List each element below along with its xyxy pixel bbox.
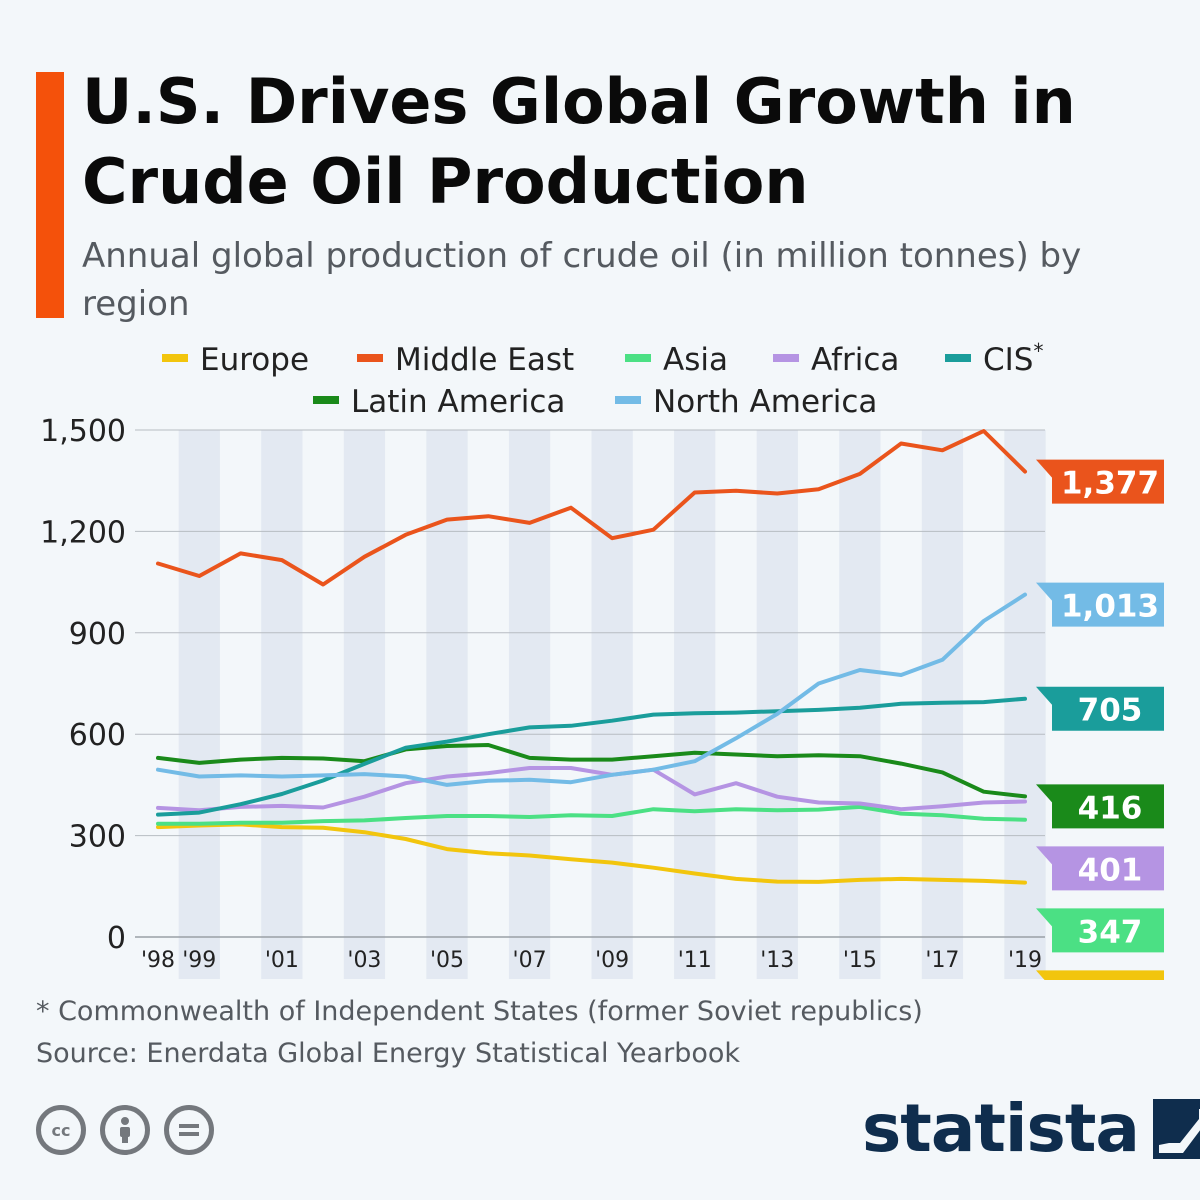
- person-icon[interactable]: [100, 1105, 150, 1155]
- x-tick-label: '09: [595, 948, 629, 973]
- legend-label: Latin America: [351, 384, 565, 420]
- end-label-tag: [1036, 908, 1164, 953]
- accent-bar: [36, 72, 64, 318]
- end-label-value: 401: [1078, 852, 1143, 888]
- year-band-2001: [261, 430, 303, 979]
- chart-subtitle: Annual global production of crude oil (i…: [82, 236, 1082, 324]
- end-value-labels: 1,377 1,013 705 416 401 347 161: [1036, 459, 1164, 980]
- end-label-tag: [1036, 582, 1164, 627]
- license-icons: cc: [36, 1105, 214, 1155]
- y-tick-label: 0: [107, 921, 126, 956]
- end-label-tag: [1036, 846, 1164, 891]
- series-lines: [156, 429, 1027, 885]
- year-band-2019: [1004, 430, 1046, 979]
- legend-swatch: [773, 354, 799, 362]
- legend-swatch: [357, 354, 383, 362]
- x-tick-label: '17: [925, 948, 959, 973]
- x-tick-label: '13: [760, 948, 794, 973]
- y-tick-label: 1,200: [40, 515, 126, 550]
- legend-label: Middle East: [395, 342, 574, 378]
- grid-lines: [135, 429, 1045, 938]
- svg-text:cc: cc: [52, 1121, 71, 1140]
- legend-swatch: [313, 396, 339, 404]
- series-line-europe: [156, 822, 1027, 885]
- x-tick-label: '05: [430, 948, 464, 973]
- x-tick-label: '01: [265, 948, 299, 973]
- statista-mark-icon: [1152, 1098, 1200, 1159]
- series-line-north-america: [156, 592, 1027, 787]
- x-tick-label: '99: [182, 948, 216, 973]
- legend-label: CIS*: [983, 339, 1043, 378]
- legend-label: Asia: [663, 342, 728, 378]
- alternating-year-bands: [178, 430, 1046, 979]
- year-band-2011: [674, 430, 716, 979]
- end-label-value: 1,377: [1061, 466, 1159, 502]
- end-label-tag: [1036, 459, 1164, 504]
- page-title: U.S. Drives Global Growth in Crude Oil P…: [82, 65, 1076, 218]
- x-tick-label: '07: [513, 948, 547, 973]
- equals-icon[interactable]: [164, 1105, 214, 1155]
- x-axis: '98 '99 '01 '03 '05 '07 '09 '11 '13 '15 '17 '19: [141, 948, 1042, 973]
- end-label-value: 161: [1078, 976, 1143, 980]
- end-label-value: 416: [1078, 790, 1143, 826]
- year-band-2009: [591, 430, 633, 979]
- legend-swatch: [615, 396, 641, 404]
- chart-legend: Europe Middle East Asia Africa CIS* Latin Ame…: [162, 339, 1043, 420]
- end-label-tag: [1036, 970, 1164, 980]
- x-tick-label: '11: [678, 948, 712, 973]
- statista-logo[interactable]: statista: [862, 1090, 1200, 1167]
- legend-swatch: [162, 354, 188, 362]
- legend-label: North America: [653, 384, 877, 420]
- cc-icon[interactable]: cc: [36, 1105, 86, 1155]
- year-band-2007: [508, 430, 551, 979]
- x-tick-label: '98: [141, 948, 175, 973]
- y-tick-label: 900: [69, 617, 126, 652]
- brand-name: statista: [862, 1090, 1140, 1167]
- series-line-cis: [156, 696, 1027, 817]
- legend-label: Europe: [200, 342, 309, 378]
- line-chart: Europe Middle East Asia Africa CIS* Latin Ame…: [40, 339, 1164, 980]
- series-line-africa: [156, 766, 1027, 813]
- source-note: Source: Enerdata Global Energy Statistic…: [36, 1038, 741, 1069]
- series-line-latin-america: [156, 743, 1027, 799]
- y-axis: 0 300 600 900 1,200 1,500: [40, 414, 126, 956]
- end-label-value: 347: [1078, 914, 1143, 950]
- y-tick-label: 600: [69, 718, 126, 753]
- year-band-1999: [178, 430, 220, 979]
- end-label-value: 1,013: [1061, 589, 1159, 625]
- y-tick-label: 1,500: [40, 414, 126, 449]
- end-label-tag: [1036, 686, 1164, 731]
- x-tick-label: '03: [347, 948, 381, 973]
- series-line-asia: [156, 804, 1027, 826]
- legend-label: Africa: [811, 342, 899, 378]
- end-label-value: 705: [1078, 693, 1143, 729]
- year-band-2003: [343, 430, 386, 979]
- legend-swatch: [945, 354, 971, 362]
- legend-swatch: [625, 354, 651, 362]
- year-band-2005: [426, 430, 468, 979]
- series-line-middle-east: [156, 429, 1027, 587]
- end-label-tag: [1036, 784, 1164, 829]
- y-tick-label: 300: [69, 820, 126, 855]
- x-tick-label: '15: [843, 948, 877, 973]
- footnote: * Commonwealth of Independent States (fo…: [36, 996, 923, 1027]
- x-tick-label: '19: [1008, 948, 1042, 973]
